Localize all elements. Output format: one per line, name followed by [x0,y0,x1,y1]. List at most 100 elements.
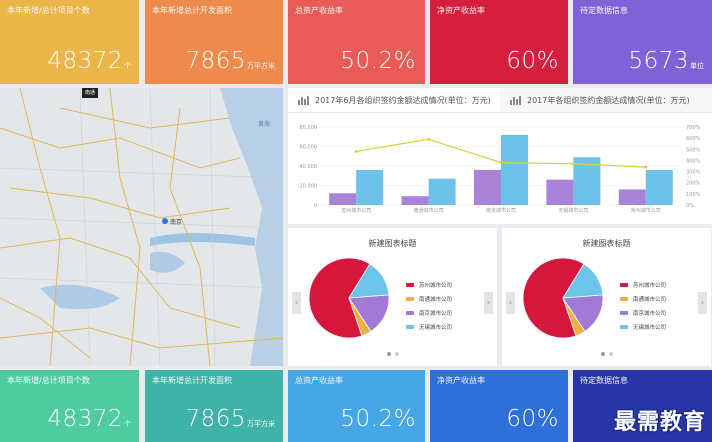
kpi-bottom-card-3[interactable]: 总资产收益率 50.2% [288,370,425,442]
pager-dots[interactable] [502,341,711,360]
legend-label: 南通城市公司 [633,297,667,303]
pie-chart [522,257,604,339]
legend-swatch [620,311,628,315]
prev-arrow-icon[interactable]: ‹ [292,292,301,314]
legend-item[interactable]: 南通城市公司 [620,292,666,306]
prev-arrow-icon[interactable]: ‹ [506,292,515,314]
pie-slice[interactable] [562,263,604,299]
legend-swatch [620,297,628,301]
next-arrow-icon[interactable]: › [484,292,493,314]
kpi-label: 总资产收益率 [295,6,343,15]
x-tick-label: 无锡城市公司 [558,207,588,214]
pie-chart-panel-2: 新建图表标题 ‹ › 苏州城市公司 南通城市公司 南京城市公司 无锡城市公司 [502,228,711,366]
kpi-top-card-4[interactable]: 净资产收益率 60% [430,0,568,84]
legend-label: 无锡城市公司 [419,325,453,331]
tab-yearly-label: 2017年各组织签约金额达成情况(单位：万元) [527,95,690,105]
bar-chart-icon [298,95,310,105]
pie-slice[interactable] [348,294,390,332]
pager-dot-active[interactable] [600,352,605,356]
line-point [354,150,358,154]
y-tick-label: 0 [314,203,317,209]
pie-slice[interactable] [522,257,585,339]
next-arrow-icon[interactable]: › [698,292,707,314]
y2-tick-label: 700% [686,125,701,131]
y2-tick-label: 200% [686,181,701,187]
city-marker-icon [162,218,168,224]
kpi-value: 7865 [185,406,246,432]
kpi-bottom-card-1[interactable]: 本年新增/总计项目个数 48372 个 [0,370,139,442]
pager-dot[interactable] [608,352,613,356]
y-tick-label: 20,000 [300,184,318,190]
pie-legend: 苏州城市公司 南通城市公司 南京城市公司 无锡城市公司 [620,278,666,334]
legend-item[interactable]: 苏州城市公司 [620,278,666,292]
legend-item[interactable]: 南京城市公司 [620,306,666,320]
kpi-label: 总资产收益率 [295,376,343,385]
kpi-bottom-card-4[interactable]: 净资产收益率 60% [430,370,568,442]
bar-series-2 [645,169,673,205]
pie-slice[interactable] [308,257,371,339]
kpi-value: 60% [506,48,559,74]
y-tick-label: 60,000 [300,145,318,151]
map-view[interactable]: 南京 黄海 南通 [0,88,283,366]
kpi-bottom-card-5[interactable]: 待定数据信息 [573,370,712,442]
map-city-label: 南京 [170,218,182,226]
line-point [571,162,575,166]
legend-item[interactable]: 无锡城市公司 [620,320,666,334]
kpi-bottom-card-2[interactable]: 本年新增总计开发面积 7865 万平方米 [145,370,283,442]
legend-item[interactable]: 苏州城市公司 [406,278,452,292]
combo-chart: 80,000 60,000 40,000 20,000 0 700% 600% 500% 400… [300,125,701,214]
x-tick-label: 南通城市公司 [414,207,444,214]
kpi-label: 本年新增总计开发面积 [152,6,232,15]
kpi-top-card-1[interactable]: 本年新增/总计项目个数 48372 个 [0,0,139,84]
bar-series-1 [329,193,357,205]
pie-slice[interactable] [348,263,390,299]
pie-slice[interactable] [562,294,604,332]
line-point [499,161,503,165]
legend-item[interactable]: 南京城市公司 [406,306,452,320]
pager-dots[interactable] [288,341,497,360]
pager-dot-active[interactable] [386,352,391,356]
tab-monthly[interactable]: 2017年6月各组织签约金额达成情况(单位：万元) [288,88,500,112]
kpi-value: 5673 [628,48,689,74]
pie-title: 新建图表标题 [368,239,417,248]
legend-label: 南京城市公司 [633,311,667,317]
legend-swatch [406,325,414,329]
map-marker-tag[interactable]: 南通 [82,88,98,98]
bar-series-1 [618,189,646,205]
legend-swatch [406,283,414,287]
pager-dot[interactable] [394,352,399,356]
kpi-value: 50.2% [340,406,416,432]
chart-tabs: 2017年6月各组织签约金额达成情况(单位：万元) 2017年各组织签约金额达成… [288,88,712,113]
kpi-value: 48372 [47,48,123,74]
kpi-top-card-2[interactable]: 本年新增总计开发面积 7865 万平方米 [145,0,283,84]
kpi-label: 待定数据信息 [580,6,628,15]
kpi-unit: 单位 [690,62,704,70]
kpi-unit: 万平方米 [247,420,275,428]
legend-label: 苏州城市公司 [633,283,667,289]
kpi-top-card-5[interactable]: 待定数据信息 5673 单位 [573,0,712,84]
x-tick-label: 苏州城市公司 [341,207,371,214]
x-tick-label: 南京城市公司 [486,207,516,214]
map-canvas[interactable]: 南京 黄海 [0,88,283,366]
legend-swatch [406,297,414,301]
legend-item[interactable]: 南通城市公司 [406,292,452,306]
combo-chart-panel: 2017年6月各组织签约金额达成情况(单位：万元) 2017年各组织签约金额达成… [288,88,712,224]
legend-label: 南通城市公司 [419,297,453,303]
tab-monthly-label: 2017年6月各组织签约金额达成情况(单位：万元) [315,95,491,105]
legend-item[interactable]: 无锡城市公司 [406,320,452,334]
y2-tick-label: 300% [686,170,701,176]
legend-label: 无锡城市公司 [633,325,667,331]
tab-yearly[interactable]: 2017年各组织签约金额达成情况(单位：万元) [500,88,712,112]
line-point [644,165,648,169]
line-point [427,137,431,141]
kpi-label: 净资产收益率 [437,376,485,385]
kpi-unit: 个 [124,420,131,428]
kpi-value: 60% [506,406,559,432]
kpi-top-card-3[interactable]: 总资产收益率 50.2% [288,0,425,84]
y2-tick-label: 500% [686,147,701,153]
kpi-label: 本年新增总计开发面积 [152,376,232,385]
legend-swatch [406,311,414,315]
bar-series-2 [501,134,528,205]
kpi-value: 7865 [185,48,246,74]
